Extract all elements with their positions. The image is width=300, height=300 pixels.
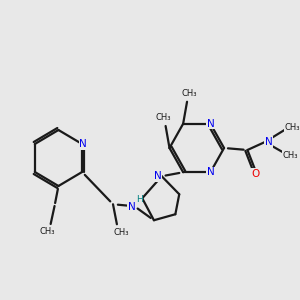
Text: CH₃: CH₃: [283, 151, 298, 160]
Text: CH₃: CH₃: [39, 227, 55, 236]
Text: CH₃: CH₃: [156, 113, 171, 122]
Text: H: H: [136, 195, 143, 204]
Text: N: N: [206, 119, 214, 129]
Text: N: N: [79, 139, 87, 149]
Text: N: N: [154, 171, 162, 181]
Text: CH₃: CH₃: [284, 122, 300, 131]
Text: CH₃: CH₃: [113, 228, 128, 237]
Text: N: N: [206, 167, 214, 177]
Text: N: N: [128, 202, 135, 212]
Text: N: N: [265, 137, 273, 147]
Text: O: O: [251, 169, 260, 179]
Text: CH₃: CH₃: [181, 89, 197, 98]
